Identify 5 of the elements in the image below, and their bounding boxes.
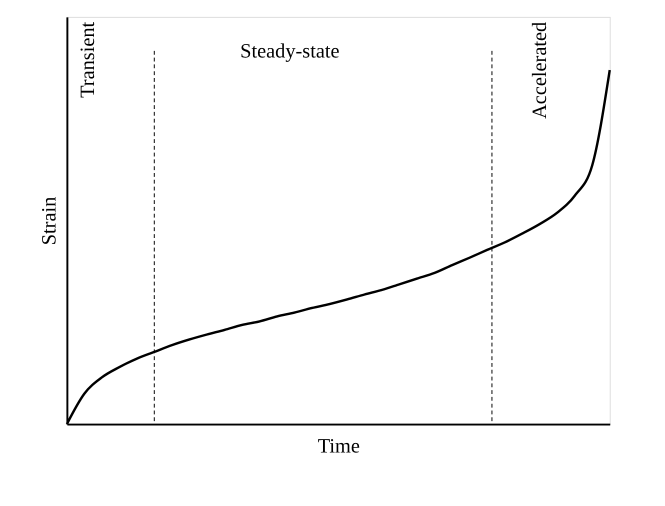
annotation: Accelerated (528, 22, 551, 119)
y-axis-title: Strain (38, 196, 61, 246)
text: Steady-state (240, 40, 340, 63)
x-axis-title: Time (318, 436, 360, 458)
annotation: Transient (77, 21, 100, 98)
